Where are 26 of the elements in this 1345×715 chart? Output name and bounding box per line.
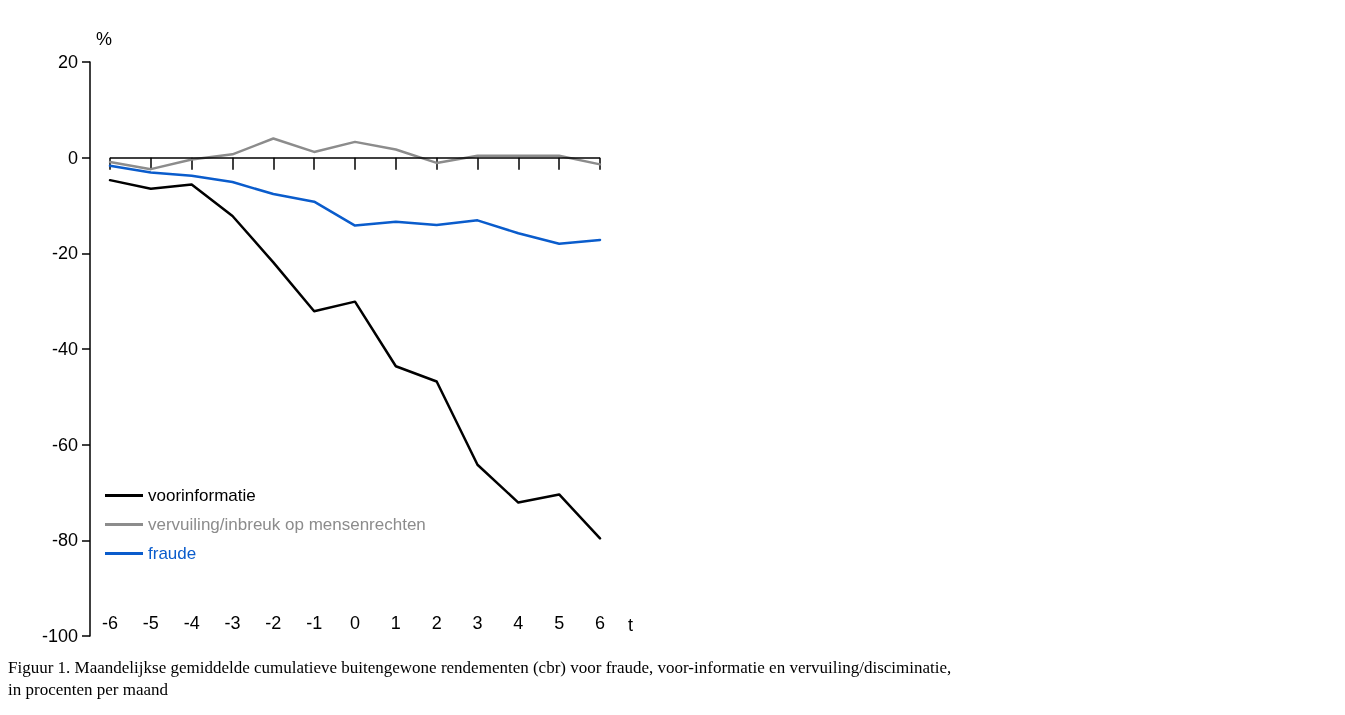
y-tick-label: -100 [41,626,78,646]
x-tick-label: -5 [142,613,159,633]
x-tick-label: -4 [183,613,200,633]
y-tick-label: 0 [67,147,78,168]
x-tick-label: 5 [554,613,565,633]
x-tick-label: -1 [306,613,323,633]
x-tick-label: 0 [349,613,361,633]
y-tick-label: 20 [57,52,78,72]
x-tick-label: 3 [472,613,483,633]
x-tick-label: -6 [101,613,119,633]
y-tick-label: -60 [51,434,78,455]
x-tick-label: -2 [265,613,282,633]
legend-label: vervuiling/inbreuk op mensenrechten [148,515,426,534]
y-tick-label: -40 [51,339,78,359]
x-tick-label: 2 [431,613,442,633]
legend-label: voorinformatie [148,486,256,505]
text: Figuur 1. Maandelijkse gemiddelde cumulatieve buitengewone rendementen (cbr) voor fraude, voor-informatie en vervuiling/disciminatie, in procenten per maand [8,657,953,701]
x-tick-label: 6 [594,613,606,633]
x-tick-label: 4 [513,613,524,633]
x-axis-title: t [628,615,634,635]
x-tick-label: -3 [224,613,241,633]
legend-label: fraude [148,544,197,563]
x-tick-label: 1 [390,613,401,633]
y-tick-label: -80 [51,530,78,551]
y-axis-title: % [96,29,113,49]
y-tick-label: -20 [51,243,78,264]
